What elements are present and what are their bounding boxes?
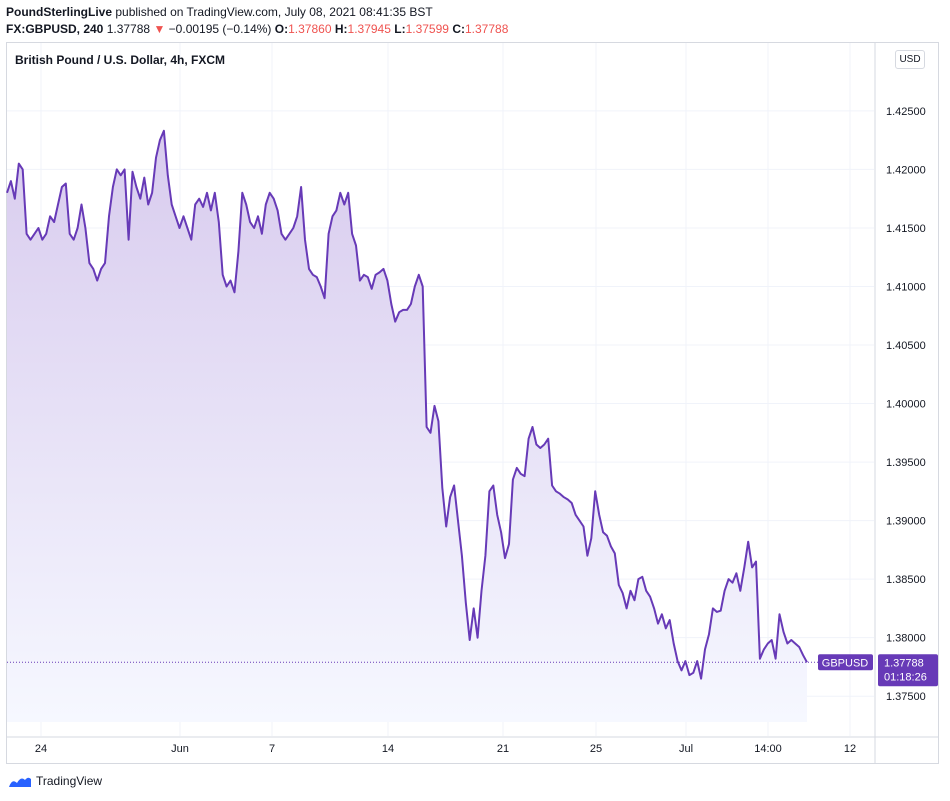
author-name[interactable]: PoundSterlingLive	[6, 5, 113, 19]
x-tick-label: Jun	[171, 743, 189, 755]
tradingview-logo-icon	[9, 777, 31, 787]
low-label: L:	[394, 22, 406, 36]
high-value: 1.37945	[347, 22, 391, 36]
footer-brand-label: TradingView	[36, 774, 103, 788]
currency-button[interactable]: USD	[895, 50, 925, 69]
x-tick-label: 25	[590, 743, 602, 755]
last-price: 1.37788	[106, 22, 151, 36]
y-tick-label: 1.40000	[886, 399, 926, 411]
y-tick-label: 1.38000	[886, 633, 926, 645]
open-label: O:	[274, 22, 289, 36]
price-axis[interactable]: 1.42500 1.42000 1.41500 1.41000 1.40500 1.400…	[886, 106, 926, 703]
price-line	[6, 129, 808, 680]
x-tick-label: 12	[844, 743, 856, 755]
y-tick-label: 1.41000	[886, 281, 926, 293]
publish-info: published on TradingView.com, July 08, 2…	[115, 5, 433, 19]
x-tick-label: 7	[269, 743, 275, 755]
time-axis[interactable]: 24 Jun 7 14 21 25 Jul 14:00 12	[35, 743, 856, 755]
open-value: 1.37860	[288, 22, 332, 36]
chart-frame	[6, 42, 939, 764]
y-tick-label: 1.39500	[886, 457, 926, 469]
down-arrow-icon: ▼	[153, 22, 166, 36]
x-tick-label: 21	[497, 743, 509, 755]
close-label: C:	[452, 22, 465, 36]
y-tick-label: 1.40500	[886, 340, 926, 352]
y-tick-label: 1.42500	[886, 106, 926, 118]
ohlc-line: FX:GBPUSD, 240 1.37788 ▼ −0.00195 (−0.14…	[6, 22, 508, 36]
y-tick-label: 1.38500	[886, 574, 926, 586]
x-tick-label: Jul	[679, 743, 693, 755]
price-tag: 1.37788 01:18:26	[878, 654, 938, 687]
x-tick-label: 14:00	[754, 743, 782, 755]
x-tick-label: 24	[35, 743, 47, 755]
price-area	[7, 130, 807, 723]
chart-title: British Pound / U.S. Dollar, 4h, FXCM	[15, 53, 226, 67]
price-change: −0.00195 (−0.14%)	[168, 22, 272, 36]
high-label: H:	[334, 22, 348, 36]
y-tick-label: 1.39000	[886, 516, 926, 528]
publish-line: PoundSterlingLive published on TradingVi…	[6, 5, 433, 19]
symbol-tag-label: GBPUSD	[822, 657, 869, 669]
y-tick-label: 1.37500	[886, 691, 926, 703]
y-tick-label: 1.41500	[886, 223, 926, 235]
footer-brand[interactable]: TradingView	[8, 774, 102, 788]
close-value: 1.37788	[464, 22, 509, 36]
symbol-tag: GBPUSD	[818, 654, 873, 671]
y-tick-label: 1.42000	[886, 164, 926, 176]
low-value: 1.37599	[405, 22, 449, 36]
symbol-label: FX:GBPUSD, 240	[6, 22, 104, 36]
x-tick-label: 14	[382, 743, 394, 755]
price-tag-value: 1.37788	[884, 657, 924, 669]
bar-countdown: 01:18:26	[884, 671, 927, 683]
